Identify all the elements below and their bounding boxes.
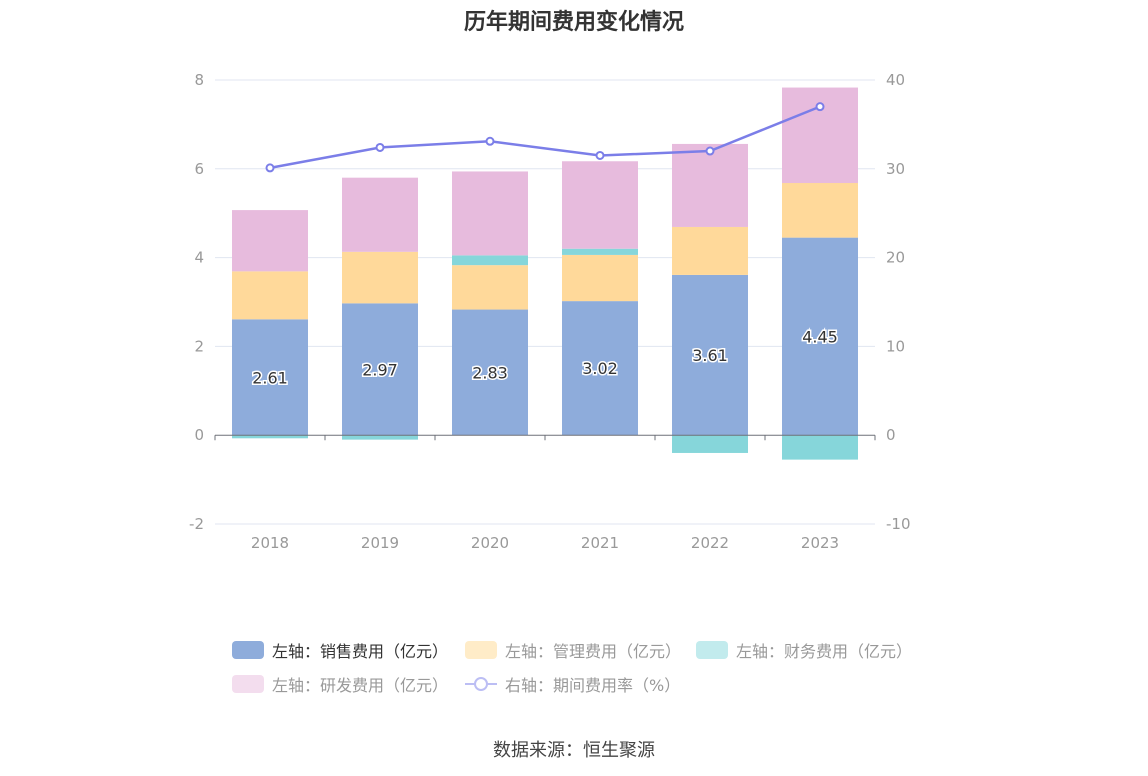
bar-admin-2021 bbox=[562, 254, 638, 302]
legend-swatch-rate bbox=[465, 675, 497, 693]
legend-label-rnd: 左轴：研发费用（亿元） bbox=[272, 676, 449, 695]
legend-label-finance: 左轴：财务费用（亿元） bbox=[736, 642, 913, 661]
chart-title: 历年期间费用变化情况 bbox=[463, 10, 684, 35]
y-right-tick-label: 30 bbox=[886, 160, 905, 178]
bar-finance-2018 bbox=[232, 435, 308, 439]
y-right-tick-label: 10 bbox=[886, 337, 905, 355]
legend-item-admin[interactable]: 左轴：管理费用（亿元） bbox=[465, 638, 681, 662]
axis-layer: -2 0 2 4 6 8 -10 0 10 20 30 40 2018 2019 2020 2021 2022 2… bbox=[189, 71, 910, 552]
y-left-tick-label: 2 bbox=[194, 337, 204, 355]
x-tick-label: 2022 bbox=[691, 534, 729, 552]
data-label-sales: 2.61 bbox=[252, 368, 288, 387]
bar-rnd-2018 bbox=[232, 210, 308, 272]
x-tick-label: 2018 bbox=[251, 534, 289, 552]
x-tick-label: 2019 bbox=[361, 534, 399, 552]
legend-swatch-rnd bbox=[232, 675, 264, 693]
line-layer bbox=[265, 102, 825, 173]
legend-swatch-finance bbox=[696, 641, 728, 659]
bar-rnd-2019 bbox=[342, 177, 418, 252]
bar-admin-2020 bbox=[452, 265, 528, 310]
legend-swatch-admin bbox=[465, 641, 497, 659]
bar-admin-2023 bbox=[782, 183, 858, 238]
point-rate-2019 bbox=[375, 142, 385, 152]
bar-rnd-2022 bbox=[672, 143, 748, 227]
bar-rnd-2021 bbox=[562, 161, 638, 249]
bar-rnd-2023 bbox=[782, 87, 858, 184]
x-tick-label: 2021 bbox=[581, 534, 619, 552]
y-right-tick-label: -10 bbox=[886, 515, 911, 533]
y-left-tick-label: 8 bbox=[194, 71, 204, 89]
legend-swatch-sales bbox=[232, 641, 264, 659]
bar-finance-2023 bbox=[782, 435, 858, 460]
y-left-tick-label: 0 bbox=[194, 426, 204, 444]
chart-plot: -2 0 2 4 6 8 -10 0 10 20 30 40 2018 2019 2020 2021 2022 2… bbox=[189, 71, 910, 552]
grid-layer bbox=[215, 79, 875, 525]
bar-sales-2021 bbox=[562, 301, 638, 436]
bar-rnd-2020 bbox=[452, 171, 528, 256]
legend-item-rnd[interactable]: 左轴：研发费用（亿元） bbox=[232, 672, 448, 696]
legend-label-admin: 左轴：管理费用（亿元） bbox=[505, 642, 682, 661]
bar-admin-2019 bbox=[342, 251, 418, 304]
point-rate-2022 bbox=[705, 146, 715, 156]
y-left-tick-label: -2 bbox=[189, 515, 204, 533]
bar-finance-2020 bbox=[452, 255, 528, 266]
legend-item-finance[interactable]: 左轴：财务费用（亿元） bbox=[696, 638, 912, 662]
bar-sales-2019 bbox=[342, 303, 418, 436]
bar-admin-2022 bbox=[672, 226, 748, 275]
label-layer: 2.61 2.97 2.83 3.02 3.61 4.45 bbox=[251, 326, 840, 389]
line-rate bbox=[269, 105, 821, 170]
data-label-sales: 3.61 bbox=[692, 346, 728, 365]
data-label-sales: 2.97 bbox=[362, 360, 398, 379]
y-right-tick-label: 40 bbox=[886, 71, 905, 89]
y-left-tick-label: 4 bbox=[194, 249, 204, 267]
legend-item-rate[interactable]: 右轴：期间费用率（%） bbox=[465, 672, 680, 696]
source-note: 数据来源：恒生聚源 bbox=[493, 740, 655, 761]
x-tick-label: 2023 bbox=[801, 534, 839, 552]
y-left-tick-label: 6 bbox=[194, 160, 204, 178]
point-rate-2021 bbox=[595, 150, 605, 160]
bar-sales-2018 bbox=[232, 319, 308, 436]
bar-finance-2019 bbox=[342, 435, 418, 440]
legend-item-sales[interactable]: 左轴：销售费用（亿元） bbox=[232, 638, 448, 662]
legend-label-rate: 右轴：期间费用率（%） bbox=[505, 676, 681, 695]
y-right-tick-label: 20 bbox=[886, 249, 905, 267]
y-right-tick-label: 0 bbox=[886, 426, 896, 444]
data-label-sales: 3.02 bbox=[582, 359, 618, 378]
bar-finance-2021 bbox=[562, 248, 638, 255]
legend-label-sales: 左轴：销售费用（亿元） bbox=[272, 642, 449, 661]
point-rate-2023 bbox=[815, 102, 825, 112]
bar-sales-2023 bbox=[782, 237, 858, 436]
data-label-sales: 4.45 bbox=[802, 327, 838, 346]
bar-sales-2022 bbox=[672, 274, 748, 436]
point-rate-2018 bbox=[265, 163, 275, 173]
point-rate-2020 bbox=[485, 136, 495, 146]
x-tick-label: 2020 bbox=[471, 534, 509, 552]
bar-admin-2018 bbox=[232, 271, 308, 320]
bar-layer bbox=[232, 87, 858, 460]
bar-sales-2020 bbox=[452, 309, 528, 436]
bar-finance-2022 bbox=[672, 435, 748, 453]
data-label-sales: 2.83 bbox=[472, 363, 508, 382]
